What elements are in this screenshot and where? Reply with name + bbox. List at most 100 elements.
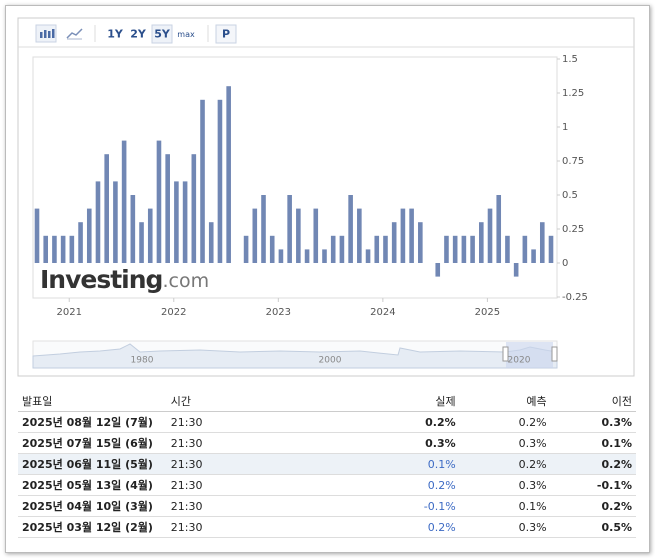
navigator-selection[interactable]: [506, 342, 553, 368]
previous: 0.2%: [550, 495, 636, 517]
forecast: 0.3%: [459, 516, 551, 538]
bar: [400, 208, 406, 263]
bar: [304, 249, 310, 263]
bar: [69, 235, 75, 263]
table-row: 2025년 05월 13일 (4월) 21:30 0.2% 0.3% -0.1%: [18, 474, 636, 496]
navigator-handle[interactable]: [502, 346, 509, 362]
bar: [34, 208, 40, 263]
actual: 0.2%: [368, 516, 460, 538]
bar: [121, 140, 127, 263]
range-button[interactable]: 5Y: [154, 28, 171, 41]
y-tick-label: -0.25: [562, 292, 588, 303]
bar: [52, 235, 57, 263]
watermark: Investing.com: [40, 265, 209, 294]
release-time: 21:30: [166, 432, 369, 454]
forecast: 0.2%: [459, 453, 551, 475]
bar: [383, 235, 388, 263]
y-tick-label: 0: [562, 258, 568, 269]
release-date: 2025년 08월 12일 (7월): [18, 411, 167, 433]
navigator-handle[interactable]: [551, 346, 558, 362]
range-button[interactable]: 2Y: [130, 28, 147, 41]
release-time: 21:30: [166, 516, 369, 538]
x-tick-label: 2024: [370, 307, 395, 318]
bar: [435, 263, 441, 277]
bar: [418, 222, 423, 263]
release-date: 2025년 04월 10일 (3월): [18, 495, 167, 517]
plot-area: [32, 56, 558, 299]
forecast: 0.3%: [459, 474, 551, 496]
bar: [252, 208, 258, 263]
range-button[interactable]: max: [177, 30, 195, 39]
release-time: 21:30: [166, 411, 369, 433]
actual: 0.2%: [368, 474, 460, 496]
bar: [174, 181, 179, 263]
bar: [78, 222, 83, 263]
table-row: 2025년 08월 12일 (7월) 21:30 0.2% 0.2% 0.3%: [18, 411, 636, 433]
bar: [444, 235, 449, 263]
bar: [330, 235, 336, 263]
bar: [531, 249, 536, 263]
bar: [322, 249, 327, 263]
bar-chart-icon[interactable]: [35, 24, 57, 43]
x-tick-label: 2025: [475, 307, 500, 318]
bar: [139, 222, 144, 263]
bar: [200, 99, 205, 263]
actual: 0.1%: [368, 453, 460, 475]
bar: [269, 235, 275, 263]
bar: [513, 263, 519, 277]
bar: [409, 208, 414, 263]
range-selected-box: [151, 24, 173, 44]
y-tick-label: 0.5: [562, 190, 578, 201]
previous: 0.5%: [550, 516, 636, 538]
bar: [60, 235, 66, 263]
release-date: 2025년 07월 15일 (6월): [18, 432, 167, 454]
bar: [452, 235, 458, 263]
bar: [95, 181, 101, 263]
navigator-label: 2000: [319, 356, 342, 366]
previous: -0.1%: [550, 474, 636, 496]
actual: 0.2%: [368, 411, 460, 433]
bar: [86, 208, 92, 263]
release-time: 21:30: [166, 453, 369, 475]
table-header: 발표일 시간 실제 예측 이전: [18, 390, 636, 412]
column-header: 예측: [459, 390, 551, 412]
y-tick-label: 0.75: [562, 156, 584, 167]
bar: [313, 208, 319, 263]
bar: [296, 208, 301, 263]
x-tick-label: 2021: [57, 307, 82, 318]
bar: [278, 249, 284, 263]
bar: [539, 222, 545, 263]
bar: [470, 235, 475, 263]
y-tick-label: 1: [562, 122, 568, 133]
bar: [461, 235, 467, 263]
line-chart-icon[interactable]: [66, 28, 83, 40]
previous: 0.2%: [550, 453, 636, 475]
watermark-suffix: .com: [162, 270, 209, 292]
data-table: 발표일 시간 실제 예측 이전 2025년 08월 12일 (7월) 21:30 0.2% 0…: [18, 390, 636, 538]
chart: P 1Y 2Y 5Y max 1.5 1.25 1 0.75 0.5 0.25 0 -0.25 Inve…: [17, 17, 635, 377]
bar: [104, 154, 109, 263]
bar: [487, 208, 493, 263]
range-button[interactable]: 1Y: [107, 28, 124, 41]
bar: [208, 222, 214, 263]
table-row: 2025년 03월 12일 (2월) 21:30 0.2% 0.3% 0.5%: [18, 516, 636, 538]
p-button[interactable]: P: [222, 28, 230, 41]
p-button-box: [215, 24, 237, 44]
navigator-label: 2020: [508, 356, 531, 366]
bar: [365, 249, 371, 263]
bar: [522, 235, 528, 263]
column-header: 시간: [166, 390, 369, 412]
y-tick-label: 1.5: [562, 54, 578, 65]
y-tick-label: 1.25: [562, 88, 584, 99]
forecast: 0.1%: [459, 495, 551, 517]
bar: [165, 154, 170, 263]
bar: [191, 154, 197, 263]
actual: -0.1%: [368, 495, 460, 517]
table-row: 2025년 04월 10일 (3월) 21:30 -0.1% 0.1% 0.2%: [18, 495, 636, 517]
release-date: 2025년 05월 13일 (4월): [18, 474, 167, 496]
release-time: 21:30: [166, 474, 369, 496]
bar: [391, 222, 397, 263]
actual: 0.3%: [368, 432, 460, 454]
bar: [339, 235, 345, 263]
